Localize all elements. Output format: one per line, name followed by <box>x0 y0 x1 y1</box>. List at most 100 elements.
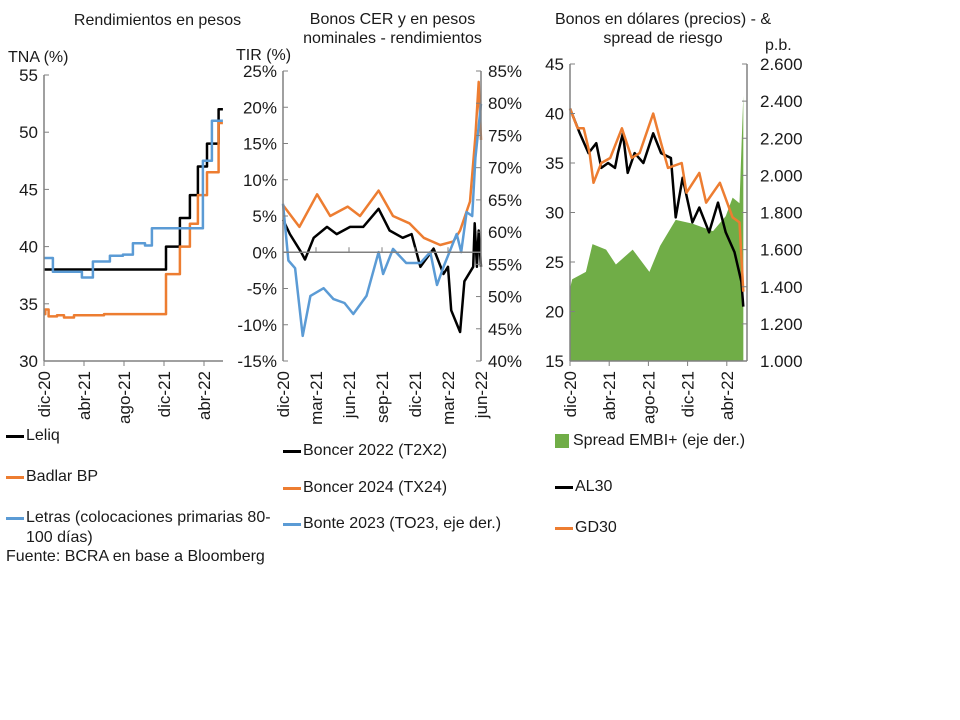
series-bonte-2023-to23-eje-der-line <box>281 103 483 338</box>
legend-swatch <box>6 517 24 520</box>
x-tick-label: sep-21 <box>373 371 392 423</box>
y2-tick-label: 80% <box>488 94 522 113</box>
x-tick-label: dic-20 <box>35 371 54 417</box>
y-tick-label: -10% <box>237 316 277 335</box>
legend-item-t2x2: Boncer 2022 (T2X2) <box>283 441 447 461</box>
y2-tick-label: 2.600 <box>760 55 803 74</box>
x-tick-label: abr-22 <box>195 371 214 420</box>
legend-label: GD30 <box>575 519 617 536</box>
legend-swatch <box>555 486 573 489</box>
x-tick-label: abr-22 <box>718 371 737 420</box>
x-tick-label: ago-21 <box>639 371 658 424</box>
x-tick-label: dic-21 <box>679 371 698 417</box>
y-tick-label: 30 <box>545 204 564 223</box>
legend-label: AL30 <box>575 478 613 495</box>
series-spread-embi-eje-der-area <box>570 95 744 361</box>
y2-tick-label: 65% <box>488 191 522 210</box>
legend-swatch <box>555 434 569 448</box>
y2-tick-label: 45% <box>488 320 522 339</box>
y2-tick-label: 2.400 <box>760 92 803 111</box>
legend-item-tx24: Boncer 2024 (TX24) <box>283 478 447 498</box>
x-tick-label: dic-21 <box>406 371 425 417</box>
y2-tick-label: 2.000 <box>760 166 803 185</box>
y-tick-label: 30 <box>19 352 38 371</box>
x-tick-label: jun-21 <box>340 371 359 419</box>
legend-swatch <box>6 476 24 479</box>
y2-tick-label: 70% <box>488 159 522 178</box>
legend-item-gd30: GD30 <box>555 518 617 538</box>
panel-1: 30 35 40 45 50 55 dic-20 abr-21 ago-21 dic-21 abr-… <box>19 66 223 424</box>
y-tick-label: 5% <box>252 207 277 226</box>
y-tick-label: 25 <box>545 253 564 272</box>
source-note: Fuente: BCRA en base a Bloomberg <box>6 548 265 565</box>
legend-item-to23: Bonte 2023 (TO23, eje der.) <box>283 514 501 534</box>
y-tick-label: 15 <box>545 352 564 371</box>
y-tick-label: 40 <box>545 105 564 124</box>
x-tick-label: ago-21 <box>115 371 134 424</box>
legend-item-al30: AL30 <box>555 477 612 497</box>
legend-label: Spread EMBI+ (eje der.) <box>573 432 746 449</box>
series-boncer-2024-tx24-line <box>282 80 483 247</box>
y2-tick-label: 40% <box>488 352 522 371</box>
y-tick-label: 45 <box>19 180 38 199</box>
y2-tick-label: 50% <box>488 288 522 307</box>
legend-label: Badlar BP <box>26 468 99 485</box>
x-tick-label: dic-21 <box>155 371 174 417</box>
panel2-title: Bonos CER y en pesos nominales - rendimi… <box>303 11 482 47</box>
y2-tick-label: 2.200 <box>760 129 803 148</box>
legend-swatch <box>6 435 24 438</box>
y-tick-label: 0% <box>252 243 277 262</box>
legend-item-spread: Spread EMBI+ (eje der.) <box>555 431 745 451</box>
y2-tick-label: 1.400 <box>760 278 803 297</box>
y2-tick-label: 85% <box>488 62 522 81</box>
y-tick-label: 40 <box>19 238 38 257</box>
y-tick-label: 25% <box>243 62 277 81</box>
legend-swatch <box>283 523 301 526</box>
legend-item-letras: Letras (colocaciones primarias 80-100 dí… <box>6 508 281 548</box>
legend-label: Bonte 2023 (TO23, eje der.) <box>303 515 502 532</box>
y-tick-label: 45 <box>545 55 564 74</box>
x-tick-label: jun-22 <box>472 371 491 419</box>
legend-swatch <box>283 487 301 490</box>
y-tick-label: 10% <box>243 171 277 190</box>
panel2-ylabel: TIR (%) <box>236 47 292 64</box>
y-tick-label: 35 <box>545 154 564 173</box>
y-tick-label: 20% <box>243 98 277 117</box>
legend-swatch <box>555 527 573 530</box>
x-tick-label: abr-21 <box>75 371 94 420</box>
x-tick-label: mar-22 <box>439 371 458 425</box>
y2-tick-label: 1.200 <box>760 315 803 334</box>
series-badlar-bp-line <box>44 121 223 319</box>
panel-2: -15% -10% -5% 0% 5% 10% 15% 20% 25% 40% 45% 50% 55% 6… <box>237 62 522 425</box>
series-leliq-line <box>44 108 223 271</box>
y-tick-label: 50 <box>19 123 38 142</box>
y-tick-label: 55 <box>19 66 38 85</box>
y-tick-label: 15% <box>243 135 277 154</box>
legend-label: Boncer 2024 (TX24) <box>303 479 448 496</box>
y2-tick-label: 1.600 <box>760 241 803 260</box>
legend-label: Letras (colocaciones primarias 80-100 dí… <box>26 509 271 546</box>
x-tick-label: mar-21 <box>307 371 326 425</box>
panel1-title: Rendimientos en pesos <box>73 12 242 29</box>
legend-swatch <box>283 450 301 453</box>
y2-tick-label: 75% <box>488 126 522 145</box>
x-tick-label: abr-21 <box>600 371 619 420</box>
panel3-title: Bonos en dólares (precios) - & spread de… <box>554 11 772 47</box>
y-tick-label: -15% <box>237 352 277 371</box>
panel1-ylabel: TNA (%) <box>8 49 69 66</box>
y-tick-label: -5% <box>247 280 277 299</box>
panel3-y2label: p.b. <box>765 37 792 54</box>
series-letras-colocaciones-primarias-80-100-d-as-line <box>44 119 223 279</box>
y-tick-label: 35 <box>19 295 38 314</box>
series-boncer-2022-t2x2-line <box>281 207 483 334</box>
series-al30-line <box>568 108 745 307</box>
y2-tick-label: 60% <box>488 223 522 242</box>
y2-tick-label: 1.800 <box>760 204 803 223</box>
legend-item-badlar: Badlar BP <box>6 467 98 487</box>
y2-tick-label: 1.000 <box>760 352 803 371</box>
legend-label: Boncer 2022 (T2X2) <box>303 442 448 459</box>
y2-tick-label: 55% <box>488 255 522 274</box>
x-tick-label: dic-20 <box>274 371 293 417</box>
panel-3: 15 20 25 30 35 40 45 1.000 1.200 1.400 1.600 1.800 2… <box>545 55 802 424</box>
